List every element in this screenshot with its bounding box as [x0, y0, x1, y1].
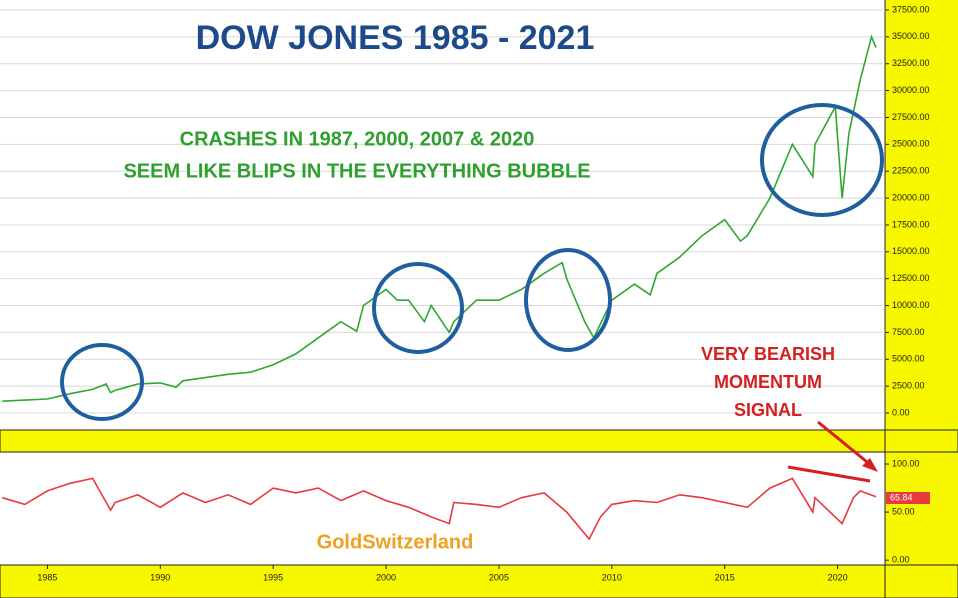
circle: [524, 248, 612, 352]
x-tick-label: 2005: [489, 572, 509, 582]
y-tick-label: 10000.00: [892, 300, 930, 310]
y-tick-label: 20000.00: [892, 192, 930, 202]
annotation: SEEM LIKE BLIPS IN THE EVERYTHING BUBBLE: [123, 160, 590, 182]
x-tick-label: 2020: [828, 572, 848, 582]
watermark: GoldSwitzerland: [317, 531, 474, 553]
y-tick-label: 50.00: [892, 506, 915, 516]
annotation: MOMENTUM: [714, 372, 822, 392]
y-tick-label: 100.00: [892, 458, 920, 468]
y-tick-label: 0.00: [892, 555, 910, 565]
annotation: CRASHES IN 1987, 2000, 2007 & 2020: [180, 128, 535, 150]
circle: [372, 262, 464, 354]
y-tick-label: 7500.00: [892, 327, 925, 337]
x-tick-label: 1985: [37, 572, 57, 582]
x-tick-label: 2000: [376, 572, 396, 582]
x-tick-label: 2015: [715, 572, 735, 582]
y-tick-label: 37500.00: [892, 4, 930, 14]
data-line: [2, 34, 877, 402]
y-tick-label: 0.00: [892, 407, 910, 417]
y-tick-label: 30000.00: [892, 85, 930, 95]
bottom-axis-band: [0, 564, 958, 598]
y-tick-label: 17500.00: [892, 219, 930, 229]
y-tick-label: 35000.00: [892, 31, 930, 41]
y-tick-label: 2500.00: [892, 381, 925, 391]
last-value: 65.84: [890, 492, 913, 502]
y-tick-label: 32500.00: [892, 58, 930, 68]
y-tick-label: 25000.00: [892, 139, 930, 149]
annotation: SIGNAL: [734, 400, 802, 420]
highlight-circles: [60, 103, 884, 421]
annotation: VERY BEARISH: [701, 344, 835, 364]
arrow: [817, 420, 873, 468]
data-line: [2, 477, 877, 541]
x-tick-label: 1990: [150, 572, 170, 582]
y-tick-label: 5000.00: [892, 354, 925, 364]
circle: [760, 103, 884, 217]
y-tick-label: 15000.00: [892, 246, 930, 256]
arrow-head: [862, 458, 878, 472]
circle: [60, 343, 144, 421]
x-tick-label: 1995: [263, 572, 283, 582]
chart-title: DOW JONES 1985 - 2021: [196, 19, 595, 57]
y-tick-label: 22500.00: [892, 166, 930, 176]
y-tick-label: 27500.00: [892, 112, 930, 122]
trend-line: [787, 465, 871, 483]
plot-layer: 0.00 2500.00 5000.00 7500.00 10000.00 12500.0…: [0, 4, 930, 582]
last-value-box: [886, 492, 930, 504]
y-tick-label: 12500.00: [892, 273, 930, 283]
separator-band: [0, 429, 958, 453]
x-tick-label: 2010: [602, 572, 622, 582]
